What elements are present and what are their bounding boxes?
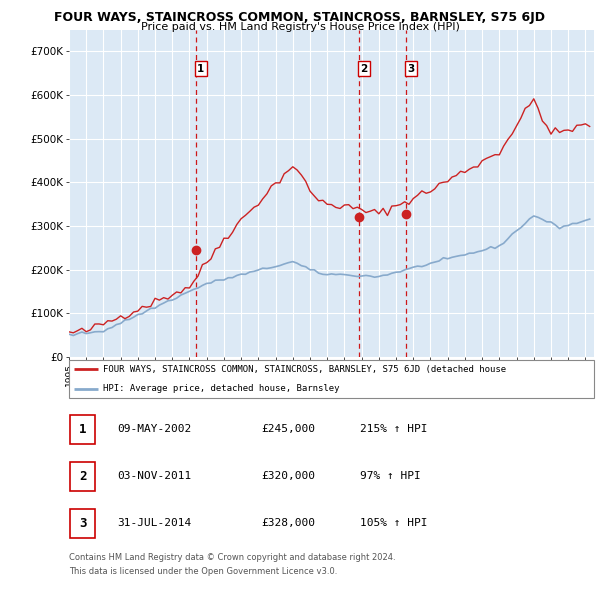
Text: £328,000: £328,000 bbox=[261, 519, 315, 528]
Text: 105% ↑ HPI: 105% ↑ HPI bbox=[360, 519, 427, 528]
Text: 31-JUL-2014: 31-JUL-2014 bbox=[117, 519, 191, 528]
Text: FOUR WAYS, STAINCROSS COMMON, STAINCROSS, BARNSLEY, S75 6JD: FOUR WAYS, STAINCROSS COMMON, STAINCROSS… bbox=[55, 11, 545, 24]
Text: 97% ↑ HPI: 97% ↑ HPI bbox=[360, 471, 421, 481]
Text: 2: 2 bbox=[79, 470, 86, 483]
Text: Contains HM Land Registry data © Crown copyright and database right 2024.: Contains HM Land Registry data © Crown c… bbox=[69, 553, 395, 562]
Text: 3: 3 bbox=[407, 64, 415, 74]
Text: Price paid vs. HM Land Registry's House Price Index (HPI): Price paid vs. HM Land Registry's House … bbox=[140, 22, 460, 32]
Text: 1: 1 bbox=[79, 422, 86, 436]
FancyBboxPatch shape bbox=[70, 462, 95, 491]
Text: 3: 3 bbox=[79, 517, 86, 530]
Text: £320,000: £320,000 bbox=[261, 471, 315, 481]
FancyBboxPatch shape bbox=[70, 509, 95, 538]
Text: £245,000: £245,000 bbox=[261, 424, 315, 434]
FancyBboxPatch shape bbox=[69, 360, 594, 398]
Text: 09-MAY-2002: 09-MAY-2002 bbox=[117, 424, 191, 434]
Text: FOUR WAYS, STAINCROSS COMMON, STAINCROSS, BARNSLEY, S75 6JD (detached house: FOUR WAYS, STAINCROSS COMMON, STAINCROSS… bbox=[103, 365, 506, 374]
Text: 215% ↑ HPI: 215% ↑ HPI bbox=[360, 424, 427, 434]
Text: 03-NOV-2011: 03-NOV-2011 bbox=[117, 471, 191, 481]
FancyBboxPatch shape bbox=[70, 415, 95, 444]
Text: 1: 1 bbox=[197, 64, 205, 74]
Text: This data is licensed under the Open Government Licence v3.0.: This data is licensed under the Open Gov… bbox=[69, 566, 337, 576]
Text: 2: 2 bbox=[361, 64, 368, 74]
Text: HPI: Average price, detached house, Barnsley: HPI: Average price, detached house, Barn… bbox=[103, 384, 340, 393]
